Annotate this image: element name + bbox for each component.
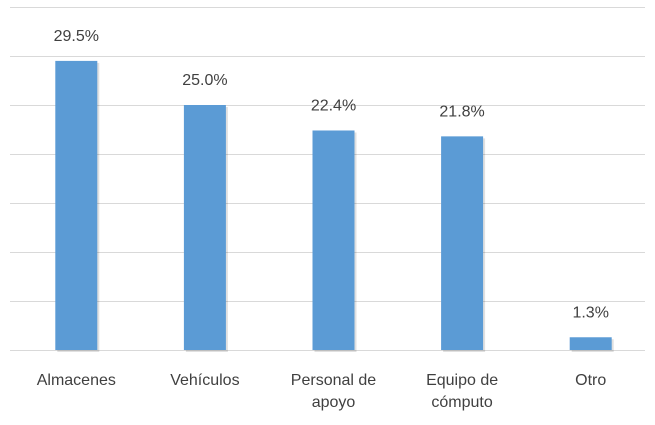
bar	[441, 136, 484, 350]
x-tick-label: Almacenes	[36, 372, 116, 389]
x-tick-label: Vehículos	[170, 372, 240, 389]
value-label: 25.0%	[182, 72, 227, 89]
bar	[55, 60, 98, 351]
x-tick-label: Personal de apoyo	[290, 372, 377, 411]
value-label: 22.4%	[311, 97, 356, 114]
value-label: 1.3%	[572, 304, 608, 321]
value-label: 29.5%	[54, 28, 99, 45]
x-tick-label: Otro	[575, 372, 607, 389]
bar	[183, 105, 226, 350]
value-label: 21.8%	[439, 103, 484, 120]
x-tick-label: Equipo de cómputo	[426, 372, 499, 411]
bar	[569, 337, 612, 350]
bar	[312, 130, 355, 350]
